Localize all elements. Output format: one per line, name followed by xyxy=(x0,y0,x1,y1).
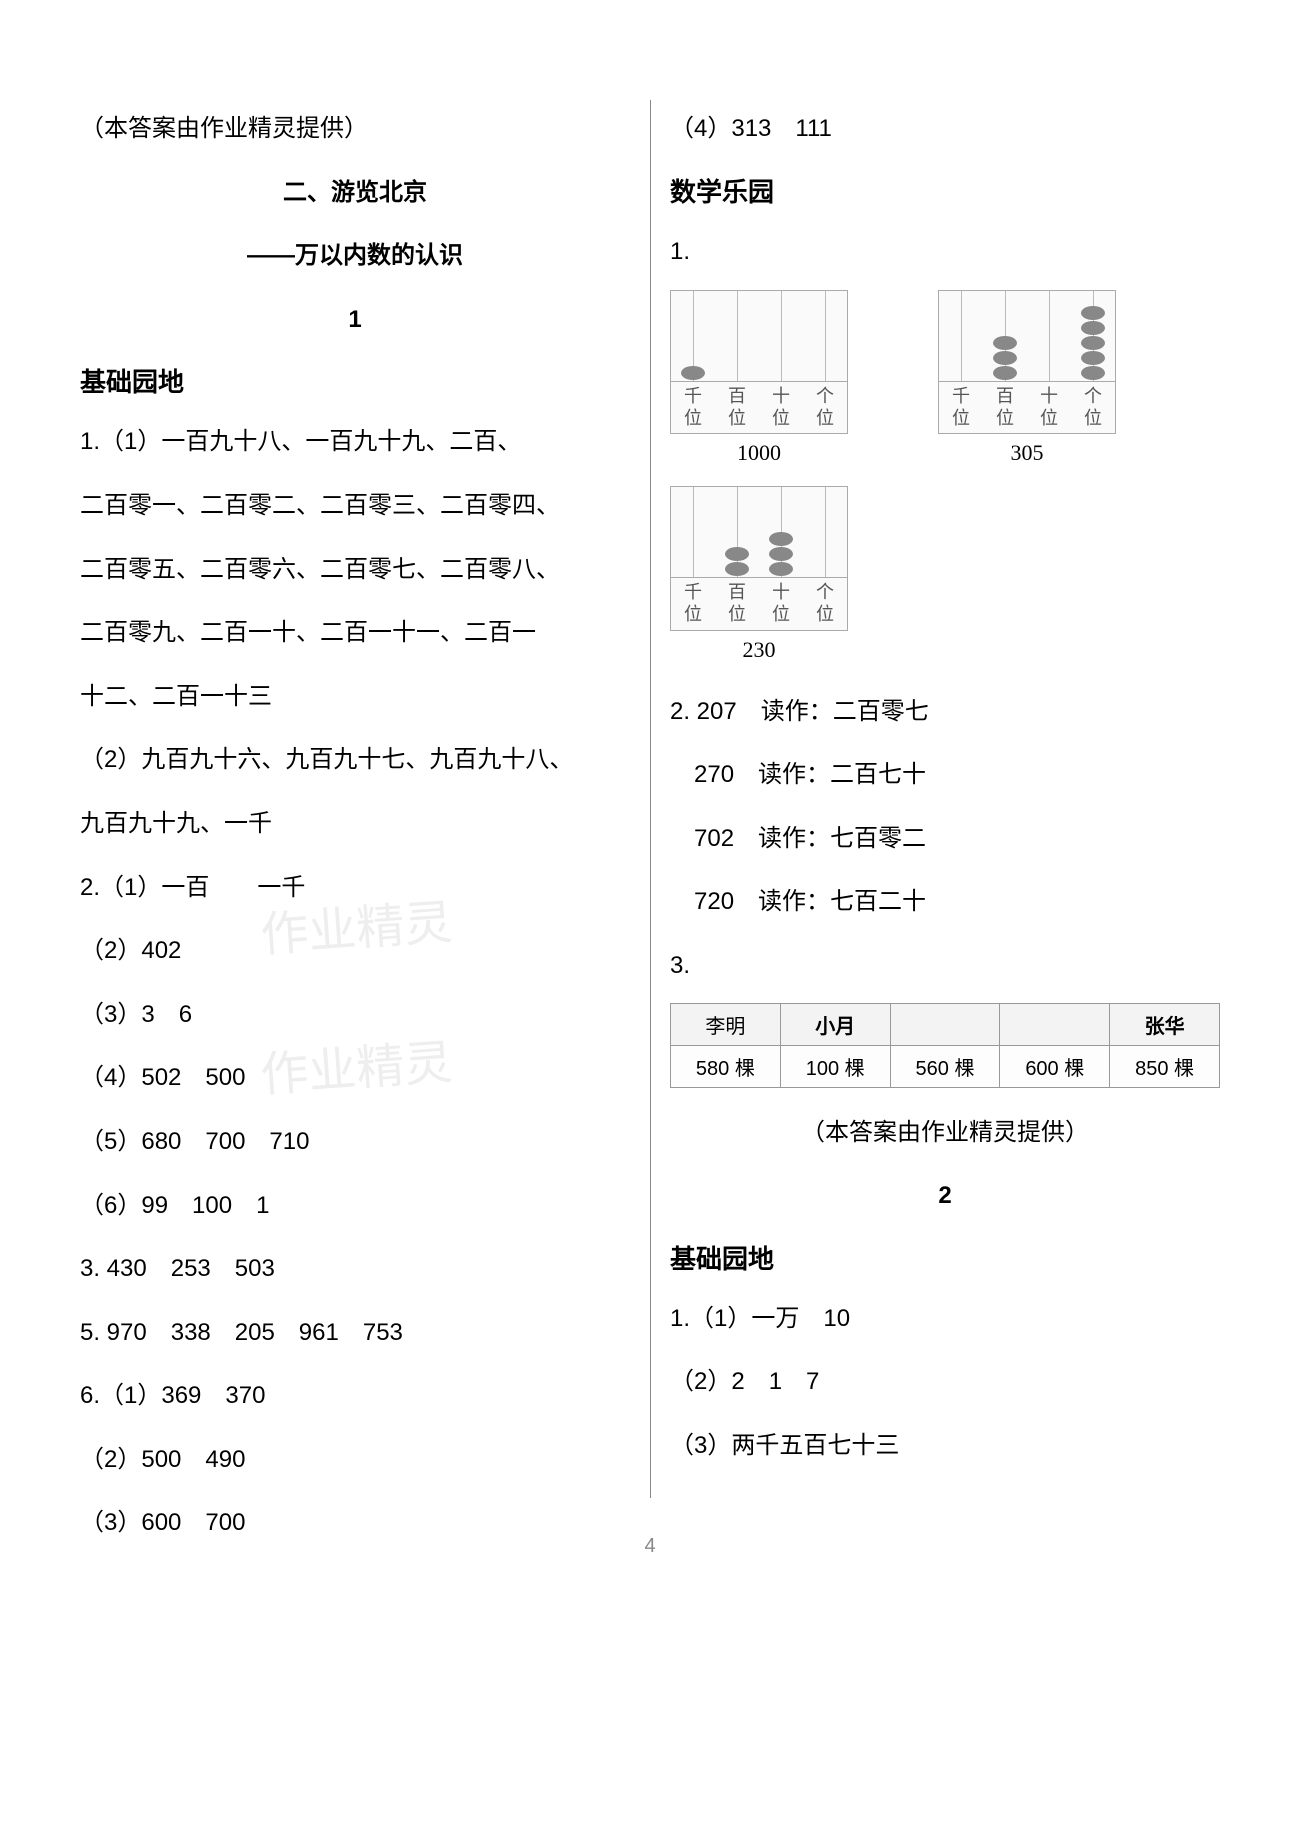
section-heading: 基础园地 xyxy=(670,1239,1220,1276)
lesson-number: 1 xyxy=(80,291,630,349)
abacus-row-1: 千位百位十位个位1000 千位百位十位个位305 xyxy=(670,290,1220,466)
right-column: （4）313 111 数学乐园 1. 千位百位十位个位1000 千位百位十位个位… xyxy=(650,100,1220,1558)
answer-text: （6）99 100 1 xyxy=(80,1177,630,1235)
chapter-title: 二、游览北京 xyxy=(80,164,630,222)
answer-text: （3）两千五百七十三 xyxy=(670,1417,1220,1475)
answer-text: 2.（1）一百 一千 xyxy=(80,859,630,917)
chapter-subtitle: ——万以内数的认识 xyxy=(80,227,630,285)
answer-text: （2）2 1 7 xyxy=(670,1353,1220,1411)
reading-line: 702 读作：七百零二 xyxy=(670,810,1220,868)
abacus-row-2: 千位百位十位个位230 xyxy=(670,486,1220,662)
reading-line: 270 读作：二百七十 xyxy=(670,746,1220,804)
answer-text: 二百零一、二百零二、二百零三、二百零四、 xyxy=(80,477,630,535)
abacus-230: 千位百位十位个位230 xyxy=(670,486,848,662)
abacus-1000: 千位百位十位个位1000 xyxy=(670,290,848,466)
table-header-cell: 小月 xyxy=(780,1003,890,1045)
answer-text: （2）九百九十六、九百九十七、九百九十八、 xyxy=(80,731,630,789)
page-number: 4 xyxy=(644,1535,655,1558)
table-header-cell xyxy=(1000,1003,1110,1045)
table-header-cell: 张华 xyxy=(1110,1003,1220,1045)
answer-text: （2）500 490 xyxy=(80,1431,630,1489)
table-header-cell xyxy=(890,1003,1000,1045)
provided-note: （本答案由作业精灵提供） xyxy=(670,1104,1220,1162)
table-cell: 580 棵 xyxy=(671,1045,781,1087)
answer-text: （2）402 xyxy=(80,922,630,980)
answer-text: （4）502 500 xyxy=(80,1049,630,1107)
answer-text: （3）3 6 xyxy=(80,986,630,1044)
abacus-305: 千位百位十位个位305 xyxy=(938,290,1116,466)
reading-line: 720 读作：七百二十 xyxy=(670,873,1220,931)
answer-text: 二百零九、二百一十、二百一十一、二百一 xyxy=(80,604,630,662)
answer-text: 1.（1）一万 10 xyxy=(670,1290,1220,1348)
answer-text: 6.（1）369 370 xyxy=(80,1367,630,1425)
reading-line: 2. 207 读作：二百零七 xyxy=(670,683,1220,741)
table-cell: 100 棵 xyxy=(780,1045,890,1087)
q3-table: 李明小月 张华 580 棵100 棵560 棵600 棵850 棵 xyxy=(670,1003,1220,1088)
answer-text: （4）313 111 xyxy=(670,100,1220,158)
answer-text: 二百零五、二百零六、二百零七、二百零八、 xyxy=(80,541,630,599)
answer-text: 3. 430 253 503 xyxy=(80,1240,630,1298)
answer-text: （3）600 700 xyxy=(80,1494,630,1552)
section-heading: 数学乐园 xyxy=(670,172,1220,209)
section-heading: 基础园地 xyxy=(80,362,630,399)
answer-text: 十二、二百一十三 xyxy=(80,668,630,726)
table-cell: 560 棵 xyxy=(890,1045,1000,1087)
table-cell: 600 棵 xyxy=(1000,1045,1110,1087)
provided-note: （本答案由作业精灵提供） xyxy=(80,100,630,158)
answer-text: 九百九十九、一千 xyxy=(80,795,630,853)
left-column: （本答案由作业精灵提供） 二、游览北京 ——万以内数的认识 1 基础园地 1.（… xyxy=(80,100,650,1558)
answer-text: （5）680 700 710 xyxy=(80,1113,630,1171)
answer-text: 5. 970 338 205 961 753 xyxy=(80,1304,630,1362)
q2-readings: 2. 207 读作：二百零七 270 读作：二百七十 702 读作：七百零二 7… xyxy=(670,683,1220,931)
table-cell: 850 棵 xyxy=(1110,1045,1220,1087)
answer-text: 3. xyxy=(670,937,1220,995)
answer-text: 1.（1）一百九十八、一百九十九、二百、 xyxy=(80,413,630,471)
answer-text: 1. xyxy=(670,223,1220,281)
lesson-number: 2 xyxy=(670,1167,1220,1225)
table-header-cell: 李明 xyxy=(671,1003,781,1045)
